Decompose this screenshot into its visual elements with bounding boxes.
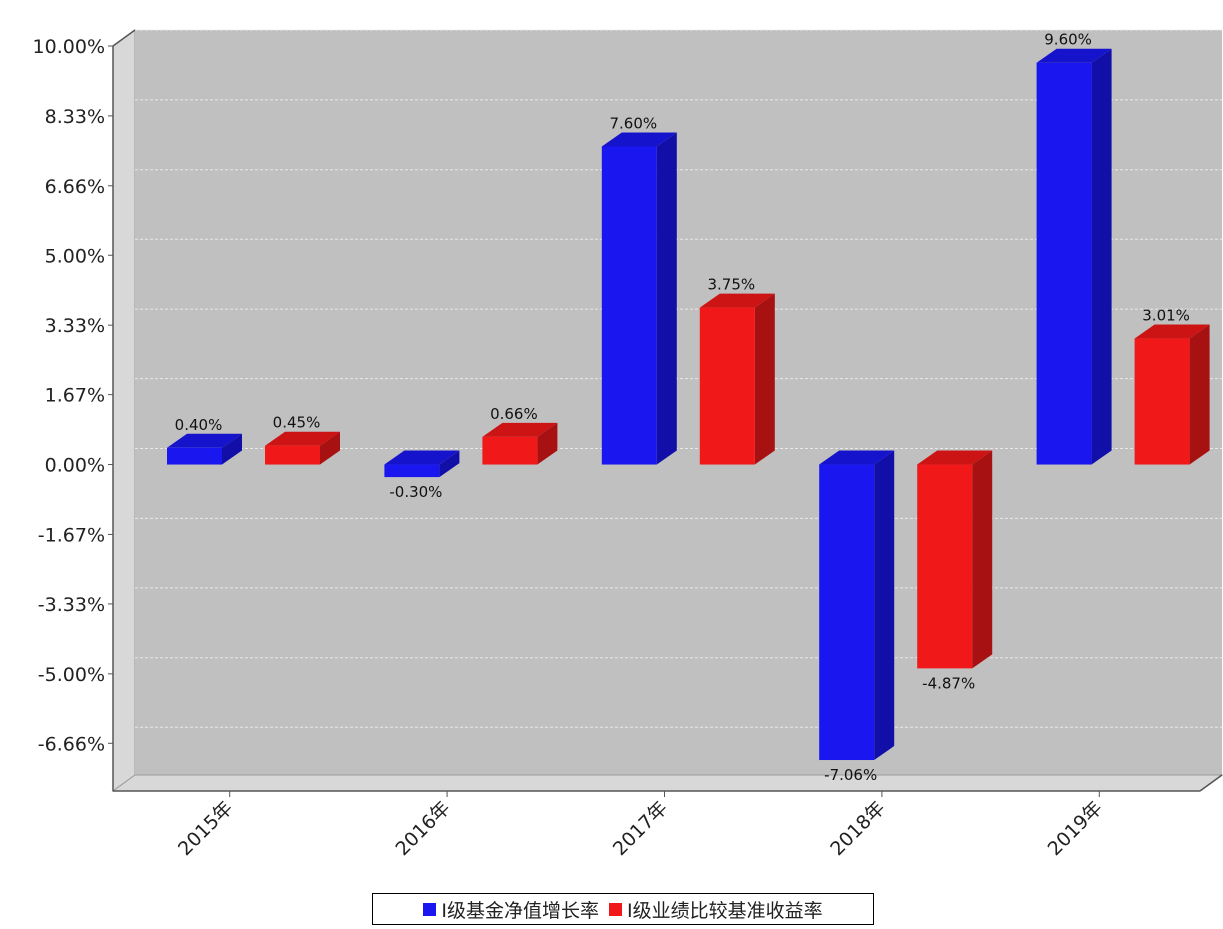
left-wall	[112, 29, 136, 792]
bar-1-2	[699, 307, 755, 465]
bar-top	[819, 450, 895, 465]
bar-0-2	[601, 146, 657, 465]
y-axis-top-edge	[112, 29, 136, 47]
data-label: -0.30%	[389, 483, 442, 501]
y-tick-label: 5.00%	[45, 245, 105, 267]
bar-top	[265, 431, 340, 446]
legend-label-fund: I级基金净值增长率	[441, 899, 599, 922]
y-tick-label: 10.00%	[33, 36, 105, 58]
bar-side	[1091, 48, 1112, 465]
bar-top	[699, 293, 775, 308]
bar-side	[972, 450, 993, 669]
bar-side	[656, 132, 677, 465]
bar-side	[754, 293, 775, 465]
x-axis-right-edge	[1199, 774, 1223, 792]
bar-side	[320, 431, 340, 465]
bar-0-0	[167, 447, 222, 465]
legend-item-benchmark: I级业绩比较基准收益率	[609, 896, 823, 923]
bar-chart: 10.00% 8.33% 6.66% 5.00% 3.33% 1.67% 0.00% -1.6…	[33, 29, 1223, 860]
data-label: 3.01%	[1142, 307, 1190, 325]
bar-side	[874, 450, 895, 761]
y-tick-label: 0.00%	[45, 455, 105, 477]
floor	[111, 774, 1223, 792]
x-tick-label: 2018年	[826, 797, 889, 860]
bar-0-3	[819, 464, 875, 761]
y-tick-label: 8.33%	[45, 106, 105, 128]
bar-top	[1134, 324, 1210, 339]
y-axis: 10.00% 8.33% 6.66% 5.00% 3.33% 1.67% 0.00% -1.6…	[33, 36, 113, 755]
bar-side	[537, 422, 558, 465]
bar-top	[917, 450, 993, 465]
bar-top	[384, 450, 460, 465]
bar-side	[222, 433, 242, 465]
bar-side	[439, 450, 460, 478]
bar-top	[601, 132, 677, 147]
data-label: 9.60%	[1044, 31, 1092, 49]
bar-side	[1189, 324, 1210, 465]
data-label: 0.40%	[175, 416, 223, 434]
x-tick-label: 2016年	[391, 797, 454, 860]
bar-1-1	[482, 436, 538, 465]
x-tick-label: 2015年	[174, 797, 237, 860]
data-label: 3.75%	[707, 276, 755, 294]
x-tick-label: 2017年	[609, 797, 672, 860]
data-label: -7.06%	[824, 766, 877, 784]
data-label: -4.87%	[922, 674, 975, 692]
legend-item-fund: I级基金净值增长率	[423, 896, 599, 923]
bars	[167, 48, 1210, 761]
y-tick-label: 6.66%	[45, 176, 105, 198]
bar-0-1	[384, 464, 440, 478]
x-tick-label: 2019年	[1044, 797, 1107, 860]
bar-1-4	[1134, 338, 1190, 465]
data-labels: 0.40% 0.45% -0.30% 0.66% 7.60% 3.75% -7.06% -4.…	[175, 31, 1190, 784]
y-tick-label: -5.00%	[38, 664, 105, 686]
legend-label-benchmark: I级业绩比较基准收益率	[627, 899, 823, 922]
bar-1-3	[917, 464, 973, 669]
bar-top	[482, 422, 558, 437]
legend-swatch-benchmark	[609, 902, 622, 916]
bar-top	[167, 433, 242, 448]
legend-swatch-fund	[423, 902, 437, 916]
y-tick-label: 1.67%	[45, 385, 105, 407]
bar-0-4	[1036, 62, 1092, 465]
data-label: 0.45%	[273, 414, 321, 432]
data-label: 7.60%	[609, 114, 657, 132]
legend: I级基金净值增长率 I级业绩比较基准收益率	[372, 893, 874, 925]
y-tick-label: -1.67%	[38, 524, 105, 546]
data-label: 0.66%	[490, 405, 538, 423]
bar-top	[1036, 48, 1112, 63]
y-tick-label: 3.33%	[45, 315, 105, 337]
bar-1-0	[265, 445, 320, 465]
y-tick-label: -6.66%	[38, 733, 105, 755]
y-tick-label: -3.33%	[38, 594, 105, 616]
